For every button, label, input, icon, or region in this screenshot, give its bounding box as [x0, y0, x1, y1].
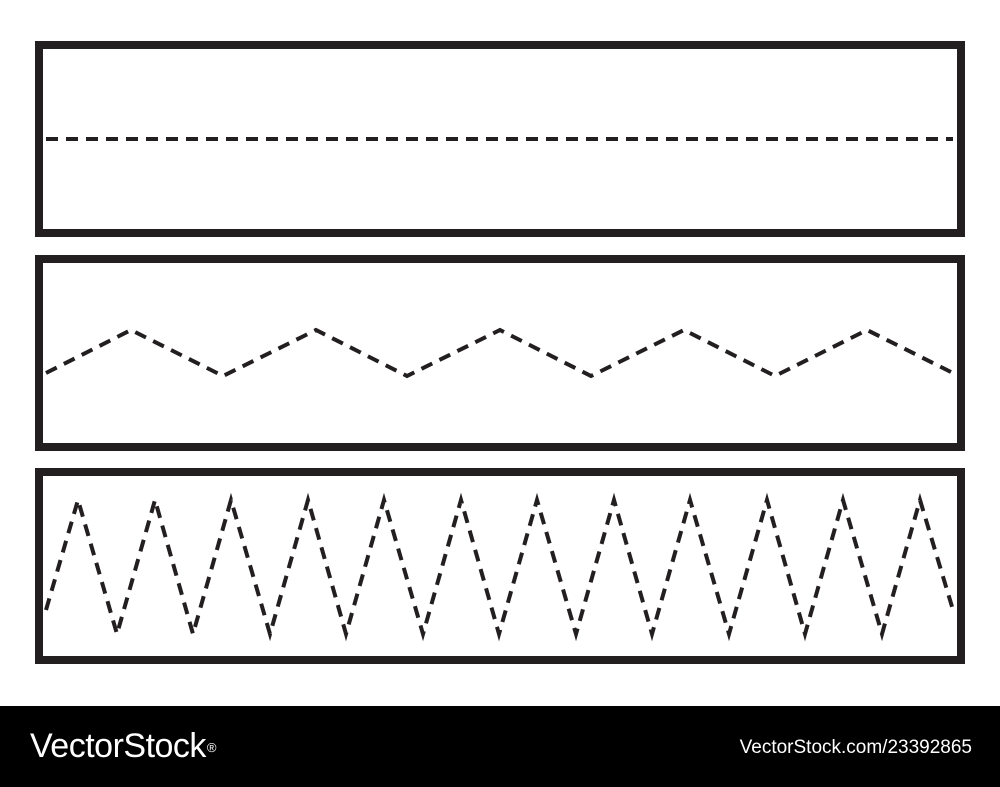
brand-name: VectorStock [30, 727, 206, 765]
gentle-zigzag-dashed-line [45, 327, 954, 379]
tracing-worksheet [35, 41, 965, 664]
registered-mark: ® [206, 740, 217, 755]
watermark-footer: VectorStock® VectorStock.com/23392865 [0, 706, 1000, 787]
panel-gentle-zigzag [35, 255, 965, 451]
panel-sharp-zigzag [35, 468, 965, 664]
image-id: VectorStock.com/23392865 [739, 737, 972, 758]
vectorstock-logo: VectorStock® [30, 726, 217, 766]
panel-frame-2 [35, 255, 965, 451]
panel-straight [35, 41, 965, 237]
sharp-zigzag-dashed-line [44, 492, 955, 642]
